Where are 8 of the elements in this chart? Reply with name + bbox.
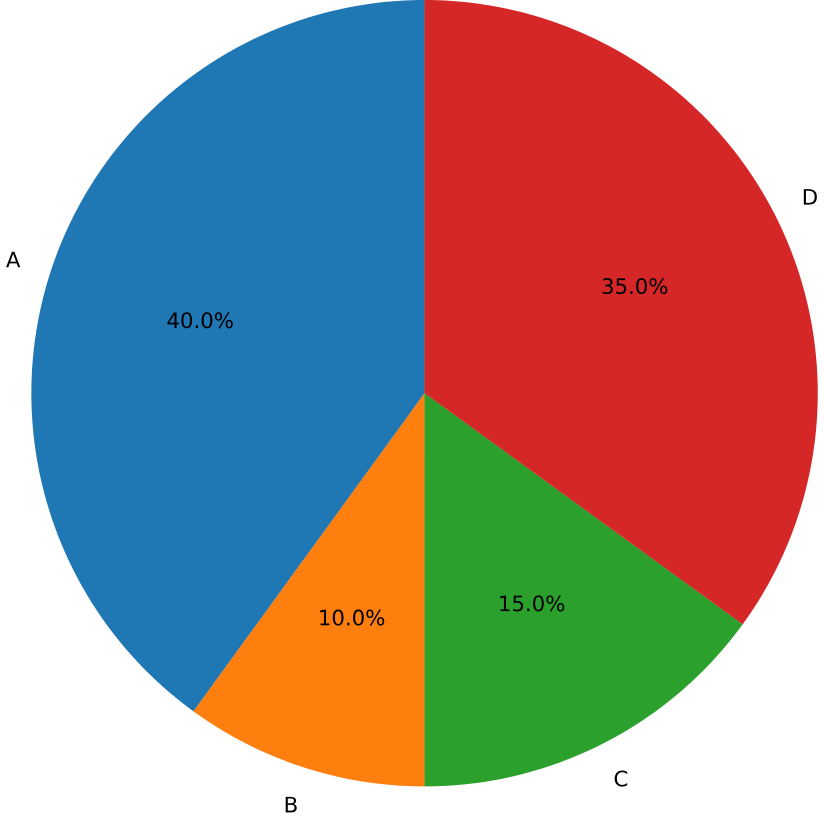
slice-label: C <box>614 770 628 787</box>
data-label: 35.0% <box>602 278 668 294</box>
data-label: 10.0% <box>320 609 384 626</box>
slice-label: A <box>6 252 20 268</box>
data-label: 15.0% <box>500 595 564 612</box>
slice-label: B <box>286 796 297 812</box>
slice-label: D <box>804 188 817 204</box>
data-label: 40.0% <box>167 312 233 328</box>
